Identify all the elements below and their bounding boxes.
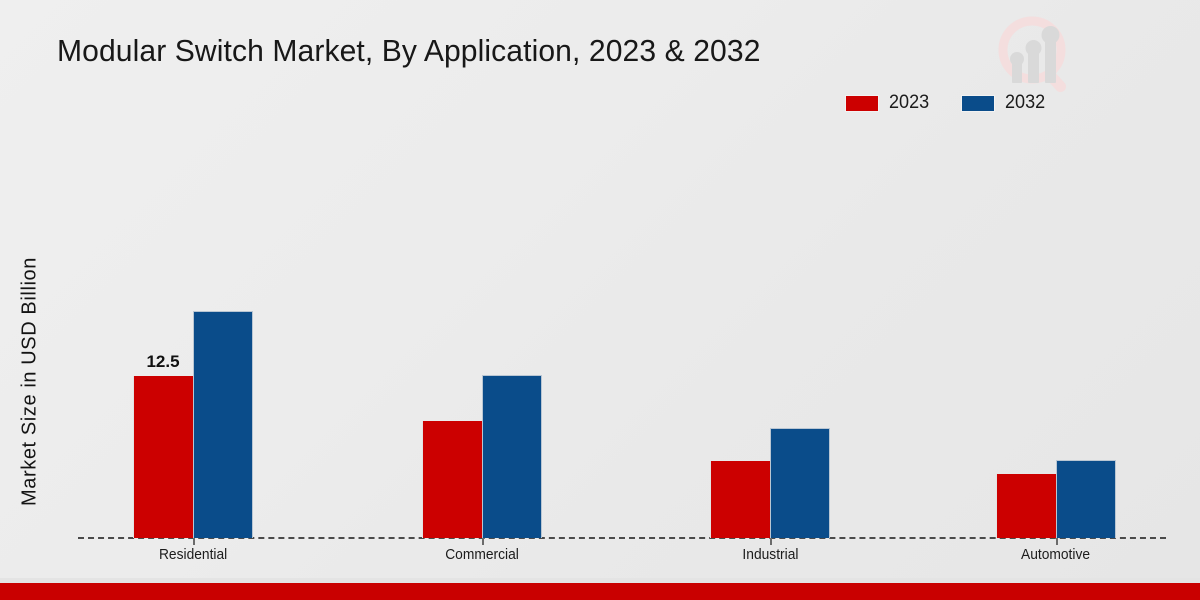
- x-tick-commercial: [482, 538, 484, 545]
- legend-label-2023: 2023: [889, 92, 930, 113]
- bar-2023-commercial[interactable]: [422, 421, 482, 538]
- legend-entry-2032[interactable]: 2032: [961, 92, 1047, 114]
- bar-2023-industrial[interactable]: [710, 461, 770, 538]
- chart-legend: 2023 2032: [845, 92, 1048, 114]
- legend-swatch-2032: [961, 94, 996, 112]
- x-label-automotive: Automotive: [1021, 546, 1091, 563]
- bar-2032-commercial[interactable]: [482, 375, 542, 538]
- bar-2023-automotive[interactable]: [996, 474, 1056, 538]
- legend-label-2032: 2032: [1005, 92, 1046, 113]
- x-tick-industrial: [770, 538, 772, 545]
- x-label-residential: Residential: [158, 546, 228, 563]
- x-label-commercial: Commercial: [445, 546, 519, 563]
- x-label-industrial: Industrial: [741, 546, 799, 563]
- bar-2023-residential[interactable]: [133, 376, 193, 538]
- bar-2032-industrial[interactable]: [770, 428, 830, 538]
- footer-accent-strip: [0, 583, 1200, 600]
- legend-entry-2023[interactable]: 2023: [845, 92, 931, 114]
- x-tick-residential: [193, 538, 195, 545]
- legend-swatch-2023: [845, 94, 879, 112]
- bar-2032-residential[interactable]: [193, 311, 253, 538]
- chart-title: Modular Switch Market, By Application, 2…: [57, 33, 761, 68]
- footer-gap: [0, 578, 1200, 583]
- bar-value-label-residential-2023: 12.5: [146, 352, 180, 371]
- x-tick-automotive: [1056, 538, 1058, 545]
- x-axis-baseline: [78, 537, 1166, 539]
- bar-2032-automotive[interactable]: [1056, 460, 1116, 538]
